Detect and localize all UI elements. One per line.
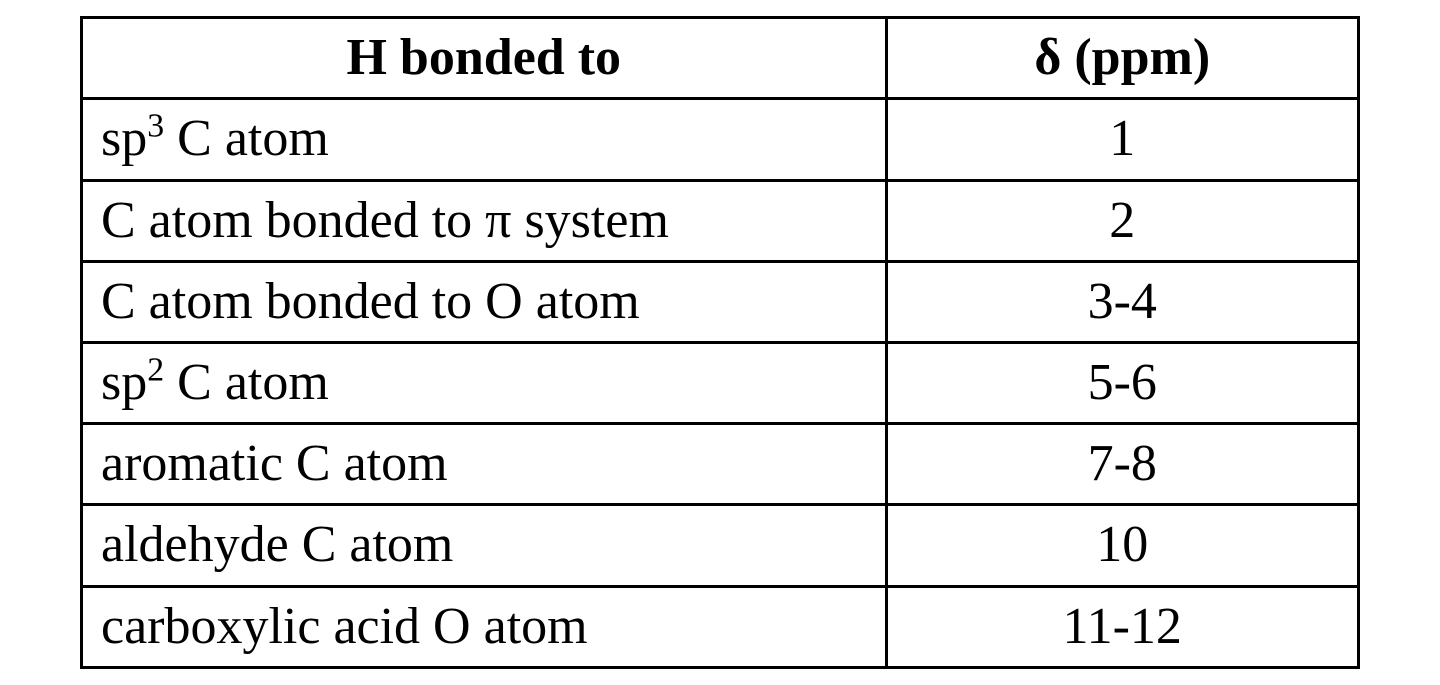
cell-bonded-to: sp2 C atom bbox=[82, 343, 887, 424]
cell-bonded-to: aldehyde C atom bbox=[82, 505, 887, 586]
table-row: aromatic C atom 7-8 bbox=[82, 424, 1359, 505]
table-row: sp2 C atom 5-6 bbox=[82, 343, 1359, 424]
cell-bonded-to: C atom bonded to π system bbox=[82, 180, 887, 261]
column-header-ppm: δ (ppm) bbox=[886, 18, 1359, 99]
cell-bonded-to: C atom bonded to O atom bbox=[82, 261, 887, 342]
table-row: C atom bonded to O atom 3-4 bbox=[82, 261, 1359, 342]
cell-bonded-to: sp3 C atom bbox=[82, 99, 887, 180]
cell-ppm: 5-6 bbox=[886, 343, 1359, 424]
table-row: carboxylic acid O atom 11-12 bbox=[82, 586, 1359, 667]
table-body: sp3 C atom 1 C atom bonded to π system 2… bbox=[82, 99, 1359, 667]
column-header-bonded-to: H bonded to bbox=[82, 18, 887, 99]
cell-ppm: 7-8 bbox=[886, 424, 1359, 505]
nmr-shift-table: H bonded to δ (ppm) sp3 C atom 1 C atom … bbox=[80, 16, 1360, 669]
cell-ppm: 1 bbox=[886, 99, 1359, 180]
table-row: C atom bonded to π system 2 bbox=[82, 180, 1359, 261]
nmr-shift-table-container: H bonded to δ (ppm) sp3 C atom 1 C atom … bbox=[80, 16, 1360, 669]
cell-ppm: 3-4 bbox=[886, 261, 1359, 342]
cell-ppm: 11-12 bbox=[886, 586, 1359, 667]
table-row: sp3 C atom 1 bbox=[82, 99, 1359, 180]
table-header: H bonded to δ (ppm) bbox=[82, 18, 1359, 99]
table-header-row: H bonded to δ (ppm) bbox=[82, 18, 1359, 99]
table-row: aldehyde C atom 10 bbox=[82, 505, 1359, 586]
cell-bonded-to: carboxylic acid O atom bbox=[82, 586, 887, 667]
cell-ppm: 10 bbox=[886, 505, 1359, 586]
cell-ppm: 2 bbox=[886, 180, 1359, 261]
cell-bonded-to: aromatic C atom bbox=[82, 424, 887, 505]
